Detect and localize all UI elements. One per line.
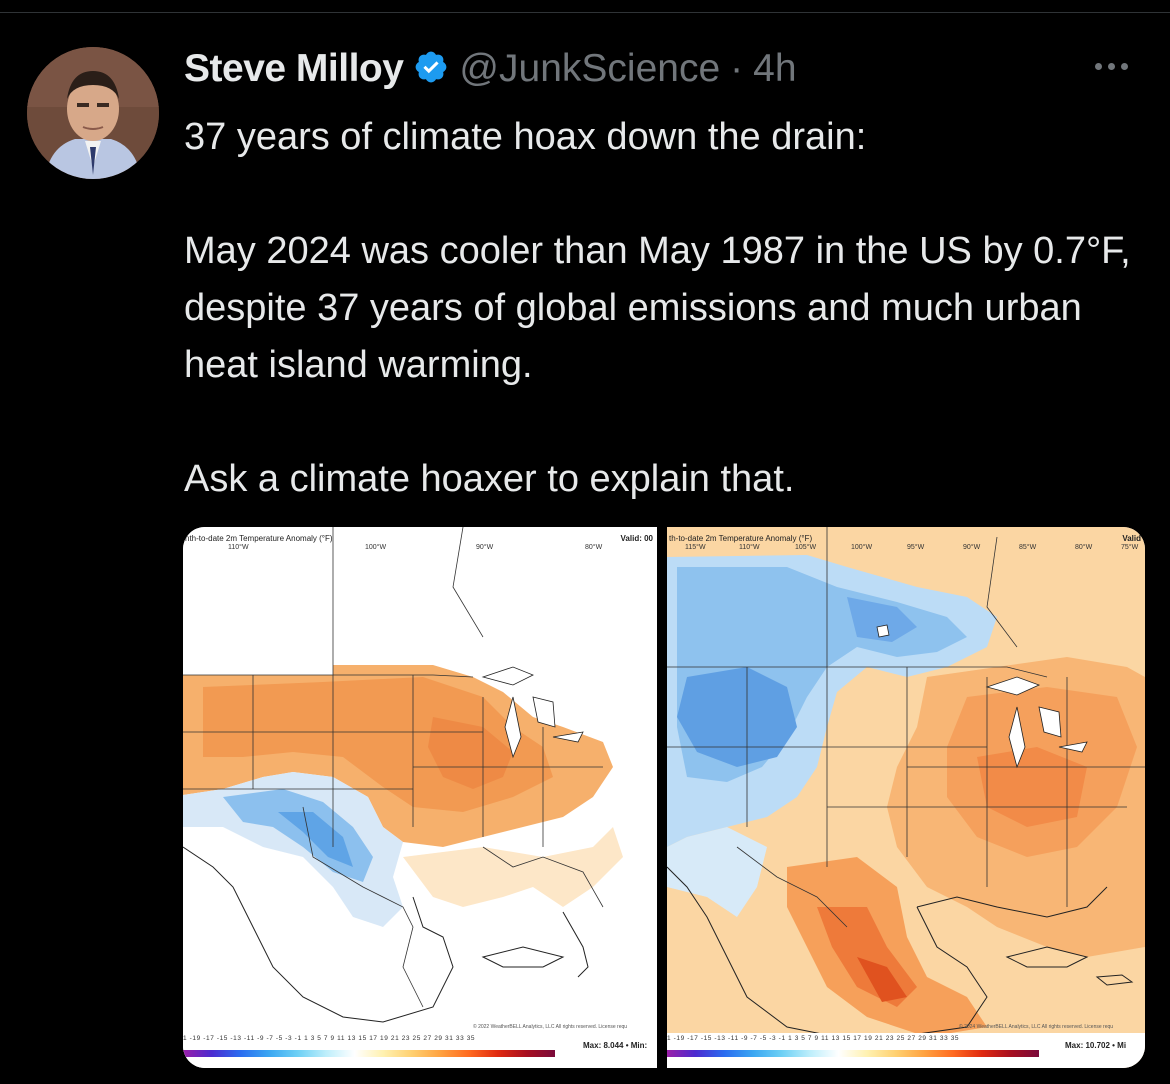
map-copyright: © 2024 WeatherBELL Analytics, LLC All ri… xyxy=(959,1024,1114,1030)
longitude-label: 100°W xyxy=(851,544,873,551)
verified-badge-icon xyxy=(413,49,449,90)
tweet-paragraph: May 2024 was cooler than May 1987 in the… xyxy=(184,230,1131,386)
tweet-paragraph: 37 years of climate hoax down the drain: xyxy=(184,116,867,158)
colorbar-ticks: 1 -19 -17 -15 -13 -11 -9 -7 -5 -3 -1 1 3… xyxy=(183,1035,476,1042)
author-name[interactable]: Steve Milloy xyxy=(184,47,404,90)
map-max-label: Max: 8.044 • Min: xyxy=(583,1041,648,1050)
longitude-label: 80°W xyxy=(1075,544,1093,551)
longitude-label: 75°W xyxy=(1121,544,1139,551)
longitude-label: 95°W xyxy=(907,544,925,551)
longitude-label: 80°W xyxy=(585,544,603,551)
more-options-icon[interactable] xyxy=(1086,50,1136,82)
longitude-label: 90°W xyxy=(476,544,494,551)
top-divider xyxy=(0,12,1170,13)
author-handle[interactable]: @JunkScience xyxy=(459,47,721,90)
colorbar-gradient xyxy=(667,1050,1039,1057)
timestamp[interactable]: 4h xyxy=(753,47,797,90)
tweet-media[interactable]: nth-to-date 2m Temperature Anomaly (°F) … xyxy=(183,527,1145,1068)
tweet-text: 37 years of climate hoax down the drain:… xyxy=(184,109,1144,508)
map-valid-label: Valid: 00 xyxy=(620,534,653,543)
map-title: th-to-date 2m Temperature Anomaly (°F) xyxy=(669,534,813,543)
image-divider xyxy=(657,527,667,1068)
longitude-label: 105°W xyxy=(795,544,817,551)
longitude-label: 115°W xyxy=(685,544,706,551)
separator-dot: · xyxy=(730,47,744,90)
map-valid-label: Valid xyxy=(1122,534,1141,543)
longitude-label: 90°W xyxy=(963,544,981,551)
map-max-label: Max: 10.702 • Mi xyxy=(1065,1041,1127,1050)
longitude-label: 85°W xyxy=(1019,544,1037,551)
tweet-paragraph: Ask a climate hoaxer to explain that. xyxy=(184,458,795,500)
temperature-map-right[interactable]: th-to-date 2m Temperature Anomaly (°F) V… xyxy=(667,527,1145,1068)
tweet-header: Steve Milloy @JunkScience · 4h xyxy=(184,44,797,94)
temperature-map-left[interactable]: nth-to-date 2m Temperature Anomaly (°F) … xyxy=(183,527,657,1068)
map-copyright: © 2022 WeatherBELL Analytics, LLC All ri… xyxy=(473,1024,628,1030)
longitude-label: 100°W xyxy=(365,544,387,551)
colorbar-ticks: 1 -19 -17 -15 -13 -11 -9 -7 -5 -3 -1 1 3… xyxy=(667,1035,960,1042)
longitude-label: 110°W xyxy=(739,544,760,551)
colorbar-gradient xyxy=(183,1050,555,1057)
longitude-label: 110°W xyxy=(228,544,249,551)
map-title: nth-to-date 2m Temperature Anomaly (°F) xyxy=(185,534,333,543)
author-avatar[interactable] xyxy=(27,47,159,179)
